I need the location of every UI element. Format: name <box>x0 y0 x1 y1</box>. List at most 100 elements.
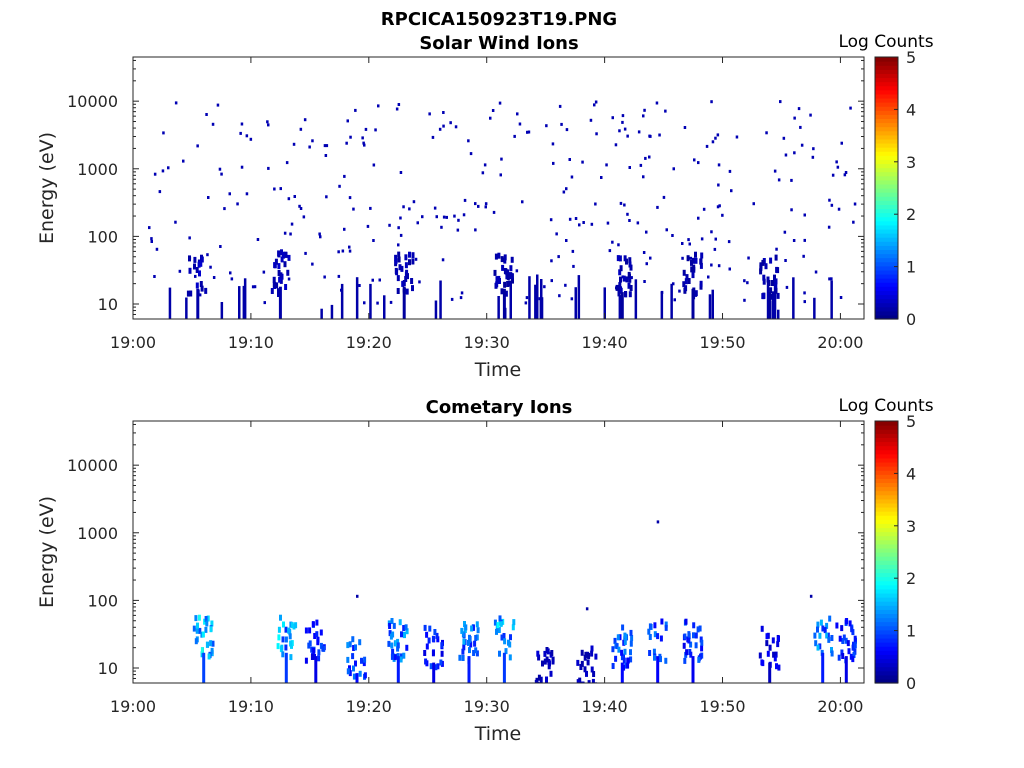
data-cell <box>503 257 507 264</box>
data-cell <box>613 637 617 644</box>
colorbar-swatch <box>875 502 898 508</box>
data-cell <box>398 264 402 271</box>
data-pixel <box>623 203 626 207</box>
data-pixel <box>518 122 522 126</box>
data-cell <box>758 652 762 659</box>
data-pixel <box>397 103 401 106</box>
data-pixel <box>662 195 666 199</box>
y-tick-label: 1000 <box>77 524 118 543</box>
data-pixel <box>568 158 571 161</box>
colorbar-swatch <box>875 192 898 197</box>
data-pixel <box>363 143 366 147</box>
data-cell <box>470 625 474 632</box>
data-pixel <box>256 238 260 241</box>
data-pixel <box>324 154 328 157</box>
data-cell <box>289 640 293 647</box>
data-cell <box>387 640 391 647</box>
data-pixel <box>644 156 647 160</box>
data-pixel <box>311 139 314 143</box>
data-cell <box>551 658 555 665</box>
data-pixel <box>642 114 645 118</box>
data-pixel <box>230 277 234 281</box>
data-cell <box>577 680 581 683</box>
data-pixel <box>626 134 629 138</box>
data-cell <box>823 627 827 634</box>
colorbar-swatch <box>875 674 898 680</box>
data-column <box>432 662 436 683</box>
data-pixel <box>606 221 610 225</box>
data-pixel <box>454 125 458 129</box>
data-cell <box>398 619 402 626</box>
data-pixel <box>408 207 411 211</box>
data-cell <box>476 627 480 634</box>
x-tick-label: 19:50 <box>699 333 745 352</box>
data-cell <box>207 653 211 660</box>
data-cell <box>653 622 657 629</box>
data-cell <box>697 656 701 663</box>
data-cell <box>699 258 703 265</box>
data-pixel <box>693 158 696 162</box>
data-pixel <box>435 215 438 219</box>
figure-title: RPCICA150923T19.PNG <box>381 9 617 30</box>
data-streak <box>771 300 775 319</box>
data-pixel <box>683 126 687 129</box>
y-tick-label: 1000 <box>77 160 118 179</box>
data-cell <box>504 290 508 297</box>
data-pixel <box>600 176 603 179</box>
data-pixel <box>399 233 403 237</box>
data-pixel <box>710 263 713 267</box>
data-cell <box>537 654 541 661</box>
data-pixel <box>574 217 578 220</box>
colorbar-swatch <box>875 171 898 177</box>
data-cell <box>315 631 319 638</box>
data-cell <box>694 257 698 264</box>
data-cell <box>396 288 400 294</box>
colorbar-swatch <box>875 298 898 304</box>
colorbar-swatch <box>875 61 898 66</box>
data-cell <box>390 618 394 624</box>
data-pixel <box>642 175 645 179</box>
colorbar-swatch <box>875 93 898 99</box>
y-tick-label: 10 <box>98 659 118 678</box>
colorbar-swatch <box>875 188 898 193</box>
data-column <box>656 656 660 683</box>
data-cell <box>694 251 697 258</box>
data-cell <box>304 657 308 664</box>
data-pixel <box>790 208 793 212</box>
x-tick-label: 20:00 <box>817 333 863 352</box>
data-cell <box>363 656 367 663</box>
data-streak <box>320 308 323 319</box>
data-cell <box>193 263 196 270</box>
data-cell <box>352 673 356 680</box>
data-pixel <box>593 103 596 107</box>
data-pixel <box>689 256 692 260</box>
colorbar-swatch <box>875 155 898 160</box>
colorbar-swatch <box>875 163 898 169</box>
data-pixel <box>642 251 646 254</box>
colorbar-swatch <box>875 220 898 226</box>
data-cell <box>847 648 851 655</box>
y-tick-label: 10000 <box>67 92 118 111</box>
colorbar-swatch <box>875 527 898 533</box>
data-cell <box>549 670 553 677</box>
colorbar-swatch <box>875 429 898 434</box>
data-cell <box>197 614 201 621</box>
data-pixel <box>299 207 303 210</box>
data-pixel <box>245 134 249 138</box>
colorbar-swatch <box>875 134 898 140</box>
data-cell <box>434 664 438 671</box>
data-cell <box>394 254 398 261</box>
colorbar-tick-label: 0 <box>906 674 916 693</box>
data-pixel <box>302 215 306 219</box>
colorbar-swatch <box>875 597 898 602</box>
colorbar-swatch <box>875 102 898 107</box>
colorbar-swatch <box>875 576 898 582</box>
data-cell <box>467 639 470 646</box>
data-streak <box>792 277 795 319</box>
data-cell <box>204 616 208 622</box>
data-cell <box>837 654 841 661</box>
data-cell <box>405 644 409 651</box>
data-cell <box>284 644 288 651</box>
data-pixel <box>702 207 706 211</box>
data-cell <box>628 291 632 298</box>
